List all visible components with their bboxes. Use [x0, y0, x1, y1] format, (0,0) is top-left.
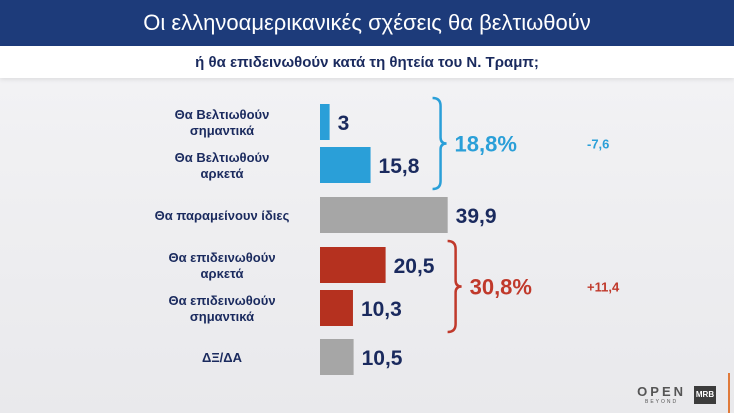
category-label: σημαντικά	[190, 309, 254, 324]
open-logo: OPEN BEYOND	[637, 384, 686, 405]
category-label: αρκετά	[201, 266, 244, 281]
group-bracket	[432, 96, 447, 191]
category-label: Θα Βελτιωθούν	[175, 107, 270, 122]
bar	[320, 247, 386, 283]
chart-title: Οι ελληνοαμερικανικές σχέσεις θα βελτιωθ…	[0, 0, 734, 46]
chart-subtitle: ή θα επιδεινωθούν κατά τη θητεία του Ν. …	[0, 46, 734, 78]
category-label: Θα επιδεινωθούν	[168, 293, 275, 308]
group-change-label: +11,4	[587, 280, 620, 295]
category-label: Θα Βελτιωθούν	[175, 150, 270, 165]
open-logo-text: OPEN	[637, 384, 686, 399]
group-total-label: 30,8%	[470, 275, 532, 300]
category-label: Θα παραμείνουν ίδιες	[155, 208, 290, 223]
bar-value-label: 39,9	[456, 205, 497, 228]
logo-area: OPEN BEYOND MRB	[637, 384, 716, 405]
bar-value-label: 20,5	[394, 255, 435, 278]
bar	[320, 290, 353, 326]
bar	[320, 104, 330, 140]
category-label: αρκετά	[201, 166, 244, 181]
bar	[320, 339, 354, 375]
bar-value-label: 10,5	[362, 347, 403, 370]
bar-value-label: 10,3	[361, 298, 402, 321]
group-change-label: -7,6	[587, 137, 609, 152]
category-label: σημαντικά	[190, 123, 254, 138]
group-total-label: 18,8%	[455, 132, 517, 157]
mrb-logo: MRB	[694, 385, 716, 404]
logo-divider	[728, 373, 730, 413]
category-label: Θα επιδεινωθούν	[168, 250, 275, 265]
bar	[320, 147, 371, 183]
bar-value-label: 3	[338, 112, 350, 135]
bar	[320, 197, 448, 233]
group-bracket	[447, 239, 462, 334]
category-label: ΔΞ/ΔΑ	[202, 350, 243, 365]
open-logo-subtext: BEYOND	[645, 399, 679, 405]
bar-value-label: 15,8	[379, 155, 420, 178]
